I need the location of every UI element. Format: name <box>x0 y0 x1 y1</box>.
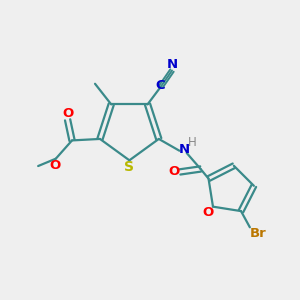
Text: H: H <box>188 136 196 149</box>
Text: O: O <box>202 206 213 219</box>
Text: N: N <box>179 143 190 156</box>
Text: O: O <box>50 159 61 172</box>
Text: N: N <box>167 58 178 70</box>
Text: Br: Br <box>250 227 266 240</box>
Text: C: C <box>155 79 165 92</box>
Text: O: O <box>62 107 73 120</box>
Text: O: O <box>168 165 179 178</box>
Text: S: S <box>124 160 134 174</box>
